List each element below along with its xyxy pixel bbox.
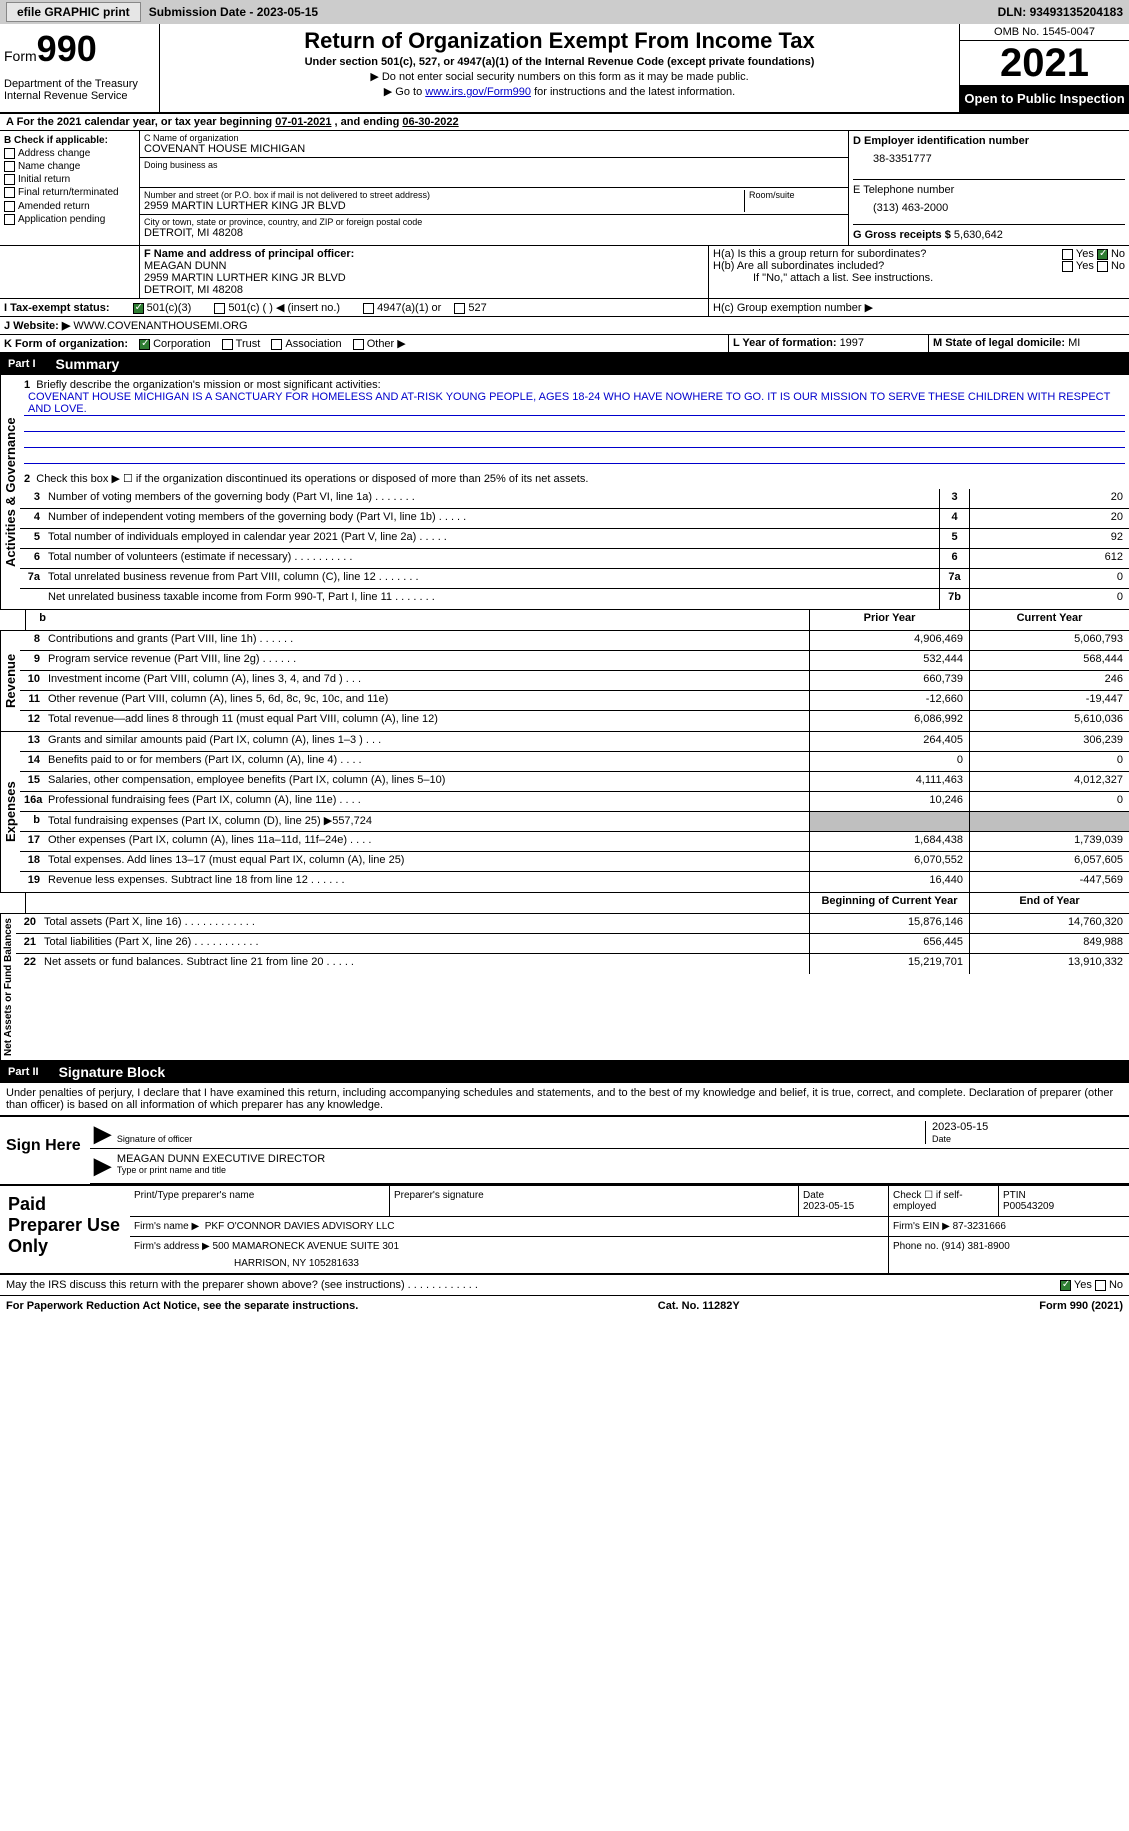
org-address: 2959 MARTIN LURTHER KING JR BLVD xyxy=(144,200,744,212)
summary-line: 22Net assets or fund balances. Subtract … xyxy=(16,954,1129,974)
tax-year: 2021 xyxy=(960,41,1129,85)
part2-header: Part II Signature Block xyxy=(0,1061,1129,1083)
mission-text: COVENANT HOUSE MICHIGAN IS A SANCTUARY F… xyxy=(24,391,1125,416)
top-toolbar: efile GRAPHIC print Submission Date - 20… xyxy=(0,0,1129,24)
summary-line: 14Benefits paid to or for members (Part … xyxy=(20,752,1129,772)
part1-header: Part I Summary xyxy=(0,353,1129,375)
summary-line: 10Investment income (Part VIII, column (… xyxy=(20,671,1129,691)
summary-line: bTotal fundraising expenses (Part IX, co… xyxy=(20,812,1129,832)
summary-line: 3Number of voting members of the governi… xyxy=(20,489,1129,509)
submission-date: Submission Date - 2023-05-15 xyxy=(149,5,318,19)
officer-block: F Name and address of principal officer:… xyxy=(0,246,1129,299)
summary-line: 8Contributions and grants (Part VIII, li… xyxy=(20,631,1129,651)
omb-number: OMB No. 1545-0047 xyxy=(960,24,1129,41)
ein: 38-3351777 xyxy=(853,147,1125,171)
summary-line: 20Total assets (Part X, line 16) . . . .… xyxy=(16,914,1129,934)
block-c: C Name of organizationCOVENANT HOUSE MIC… xyxy=(140,131,849,245)
summary-line: 21Total liabilities (Part X, line 26) . … xyxy=(16,934,1129,954)
open-inspection: Open to Public Inspection xyxy=(960,85,1129,112)
gross-receipts: 5,630,642 xyxy=(954,229,1003,241)
sign-block: Sign Here ▶Signature of officer2023-05-1… xyxy=(0,1116,1129,1184)
dln: DLN: 93493135204183 xyxy=(998,5,1123,19)
summary-line: 6Total number of volunteers (estimate if… xyxy=(20,549,1129,569)
summary-line: 12Total revenue—add lines 8 through 11 (… xyxy=(20,711,1129,731)
footer-row: For Paperwork Reduction Act Notice, see … xyxy=(0,1295,1129,1316)
form-header: Form990 Department of the Treasury Inter… xyxy=(0,24,1129,114)
telephone: (313) 463-2000 xyxy=(853,196,1125,220)
col-header-row2: Beginning of Current YearEnd of Year xyxy=(0,893,1129,914)
org-form-row: K Form of organization: Corporation Trus… xyxy=(0,335,1129,353)
perjury-text: Under penalties of perjury, I declare th… xyxy=(0,1083,1129,1116)
efile-button[interactable]: efile GRAPHIC print xyxy=(6,2,141,22)
activities-section: Activities & Governance 1 Briefly descri… xyxy=(0,375,1129,610)
summary-line: 5Total number of individuals employed in… xyxy=(20,529,1129,549)
summary-line: 18Total expenses. Add lines 13–17 (must … xyxy=(20,852,1129,872)
irs-link[interactable]: www.irs.gov/Form990 xyxy=(425,86,531,98)
summary-line: Net unrelated business taxable income fr… xyxy=(20,589,1129,609)
note-link: ▶ Go to www.irs.gov/Form990 for instruct… xyxy=(164,85,955,98)
block-d: D Employer identification number38-33517… xyxy=(849,131,1129,245)
dept-label: Department of the Treasury Internal Reve… xyxy=(4,78,155,102)
netassets-section: Net Assets or Fund Balances 20Total asse… xyxy=(0,914,1129,1061)
summary-line: 16aProfessional fundraising fees (Part I… xyxy=(20,792,1129,812)
expenses-section: Expenses 13Grants and similar amounts pa… xyxy=(0,732,1129,893)
entity-block: B Check if applicable: Address change Na… xyxy=(0,131,1129,246)
summary-line: 9Program service revenue (Part VIII, lin… xyxy=(20,651,1129,671)
summary-line: 15Salaries, other compensation, employee… xyxy=(20,772,1129,792)
summary-line: 19Revenue less expenses. Subtract line 1… xyxy=(20,872,1129,892)
block-b: B Check if applicable: Address change Na… xyxy=(0,131,140,245)
discuss-row: May the IRS discuss this return with the… xyxy=(0,1275,1129,1295)
summary-line: 13Grants and similar amounts paid (Part … xyxy=(20,732,1129,752)
org-name: COVENANT HOUSE MICHIGAN xyxy=(144,143,844,155)
org-city: DETROIT, MI 48208 xyxy=(144,227,844,239)
section-a: A For the 2021 calendar year, or tax yea… xyxy=(0,114,1129,131)
revenue-section: Revenue 8Contributions and grants (Part … xyxy=(0,631,1129,732)
summary-line: 17Other expenses (Part IX, column (A), l… xyxy=(20,832,1129,852)
note-ssn: ▶ Do not enter social security numbers o… xyxy=(164,70,955,83)
summary-line: 7aTotal unrelated business revenue from … xyxy=(20,569,1129,589)
summary-line: 11Other revenue (Part VIII, column (A), … xyxy=(20,691,1129,711)
form-subtitle: Under section 501(c), 527, or 4947(a)(1)… xyxy=(164,56,955,68)
form-prefix: Form xyxy=(4,48,37,64)
col-header-row: bPrior YearCurrent Year xyxy=(0,610,1129,631)
preparer-block: Paid Preparer Use Only Print/Type prepar… xyxy=(0,1184,1129,1275)
summary-line: 4Number of independent voting members of… xyxy=(20,509,1129,529)
form-number: 990 xyxy=(37,28,97,69)
tax-status-row: I Tax-exempt status: 501(c)(3) 501(c) ( … xyxy=(0,299,1129,317)
form-title: Return of Organization Exempt From Incom… xyxy=(164,28,955,54)
website-row: J Website: ▶ WWW.COVENANTHOUSEMI.ORG xyxy=(0,317,1129,335)
website: WWW.COVENANTHOUSEMI.ORG xyxy=(73,320,247,332)
